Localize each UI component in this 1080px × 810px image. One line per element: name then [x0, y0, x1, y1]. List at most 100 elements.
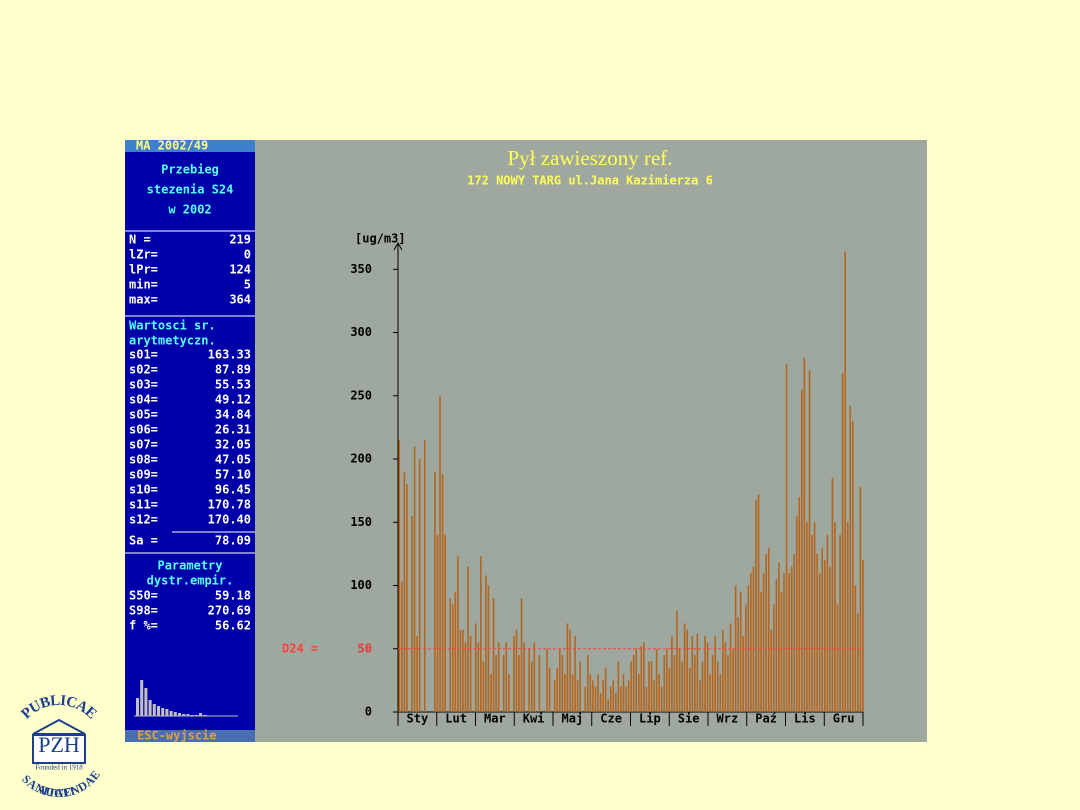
- bar: [492, 598, 495, 712]
- histogram-bar: [173, 712, 177, 716]
- bar: [852, 421, 854, 712]
- bar: [622, 674, 625, 712]
- bar: [773, 604, 775, 712]
- chart-subtitle: 172 NOWY TARG ul.Jana Kazimierza 6: [467, 174, 713, 188]
- bar: [648, 661, 650, 712]
- stat-label: s09=: [129, 468, 158, 482]
- y-axis-arrow: [393, 241, 403, 251]
- stat-label: s06=: [129, 423, 158, 437]
- x-tick-label: Cze: [600, 712, 622, 726]
- histogram-bar: [186, 714, 190, 716]
- bar: [660, 686, 663, 712]
- bar: [767, 547, 770, 712]
- bar: [831, 478, 834, 712]
- bar: [449, 598, 452, 712]
- bar: [637, 674, 640, 712]
- bar: [704, 636, 706, 712]
- bar: [612, 680, 615, 712]
- section-title: arytmetyczn.: [129, 334, 216, 348]
- bar: [711, 655, 714, 712]
- sidebar-title: Przebieg: [161, 163, 219, 177]
- bar: [701, 661, 704, 712]
- bar: [650, 661, 653, 712]
- stat-value: 170.40: [208, 513, 251, 527]
- bar: [413, 446, 416, 712]
- bar: [416, 636, 418, 712]
- y-tick-label: 0: [365, 705, 372, 719]
- y-axis-label: [ug/m3]: [355, 232, 406, 246]
- bar: [788, 572, 790, 712]
- bar: [497, 642, 500, 712]
- histogram-bar: [161, 708, 165, 716]
- bar: [502, 655, 505, 712]
- bar: [750, 572, 752, 712]
- bar: [530, 661, 533, 712]
- stat-value: 32.05: [215, 438, 251, 452]
- section-title: dystr.empir.: [147, 574, 234, 588]
- histogram-bar: [199, 713, 202, 716]
- stat-value: 49.12: [215, 393, 251, 407]
- x-tick-label: Gru: [833, 712, 855, 726]
- bar: [495, 655, 497, 712]
- bar: [678, 648, 681, 712]
- bar: [714, 636, 717, 712]
- stat-label: s05=: [129, 408, 158, 422]
- sidebar-title: stezenia S24: [147, 183, 234, 197]
- y-tick-label: 100: [350, 578, 372, 592]
- bar: [490, 674, 492, 712]
- x-tick-label: Sie: [678, 712, 700, 726]
- bar: [813, 522, 816, 712]
- stat-label: S50=: [129, 589, 158, 603]
- bar: [752, 566, 755, 712]
- bar: [826, 534, 829, 712]
- x-tick-label: Maj: [562, 712, 584, 726]
- bar: [609, 686, 612, 712]
- stat-value: 124: [229, 263, 251, 277]
- stat-label: s12=: [129, 513, 158, 527]
- logo-top-text: PUBLICAE: [19, 693, 100, 723]
- bar: [653, 680, 655, 712]
- sidebar-header-bar: [125, 140, 255, 152]
- bar: [775, 579, 778, 712]
- bar: [719, 674, 722, 712]
- bar: [482, 661, 485, 712]
- stat-label: s08=: [129, 453, 158, 467]
- y-tick-label: 250: [350, 388, 372, 402]
- bar: [694, 655, 696, 712]
- x-tick-label: Lis: [794, 712, 816, 726]
- bar: [467, 566, 469, 712]
- bar: [729, 623, 732, 712]
- bar: [597, 674, 599, 712]
- bar: [727, 655, 729, 712]
- bar: [459, 629, 462, 712]
- stat-label: s01=: [129, 348, 158, 362]
- bar: [742, 636, 745, 712]
- bar: [566, 623, 569, 712]
- bar: [849, 405, 852, 712]
- bar: [770, 629, 773, 712]
- histogram-bar: [169, 711, 173, 716]
- bar: [706, 642, 709, 712]
- bar: [462, 629, 464, 712]
- bar: [561, 655, 564, 712]
- threshold-value: 50: [358, 641, 372, 655]
- bar: [632, 655, 635, 712]
- y-tick-label: 350: [350, 262, 372, 276]
- bar: [821, 547, 824, 712]
- bar: [576, 680, 579, 712]
- x-tick-label: Sty: [407, 712, 429, 726]
- bar: [451, 604, 454, 712]
- bar: [469, 636, 472, 712]
- bar: [533, 642, 536, 712]
- stat-value: 270.69: [208, 604, 251, 618]
- bar: [744, 604, 747, 712]
- bar: [607, 699, 610, 712]
- bar: [538, 655, 541, 712]
- bar: [515, 629, 518, 712]
- chart-title: Pył zawieszony ref.: [507, 146, 672, 170]
- bar: [643, 642, 645, 712]
- y-tick-label: 150: [350, 515, 372, 529]
- bar: [508, 674, 510, 712]
- histogram-bar: [152, 704, 156, 716]
- bar: [594, 686, 597, 712]
